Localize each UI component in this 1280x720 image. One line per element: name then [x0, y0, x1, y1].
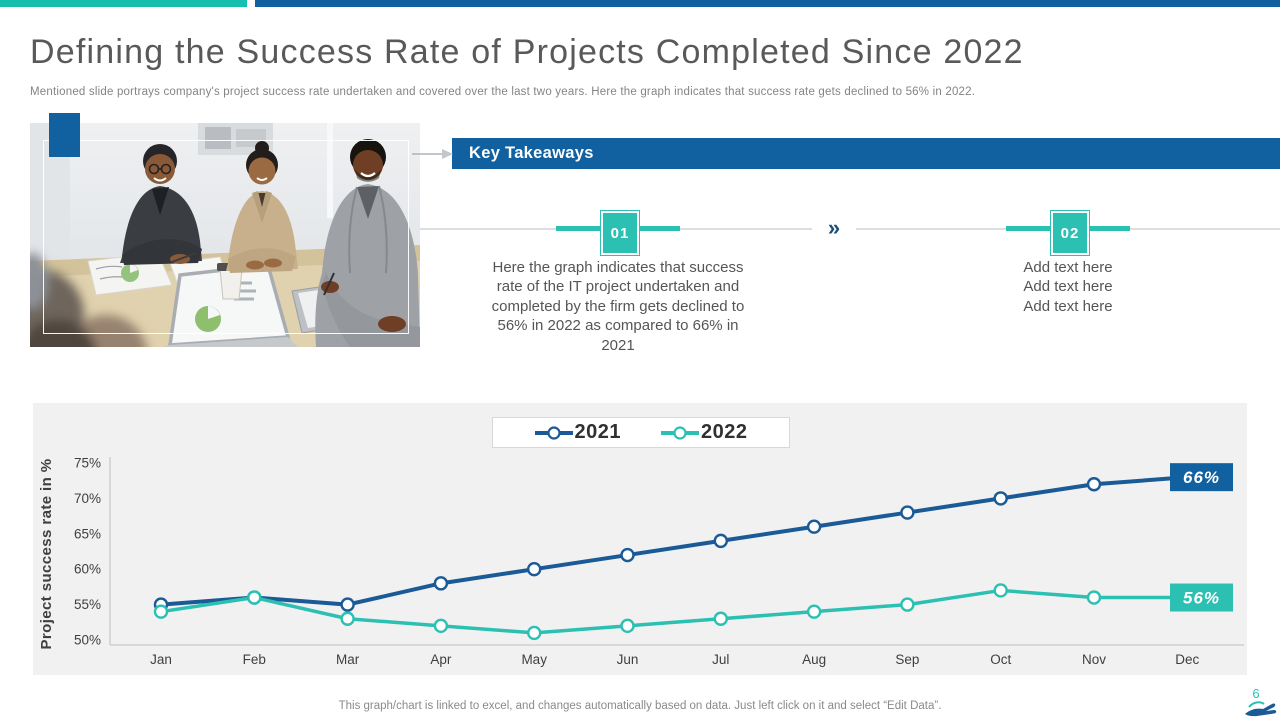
- svg-text:Oct: Oct: [990, 652, 1011, 667]
- svg-text:56%: 56%: [1183, 589, 1220, 608]
- person-right: [315, 139, 420, 347]
- footer-note: This graph/chart is linked to excel, and…: [338, 700, 942, 712]
- key-takeaways-label: Key Takeaways: [469, 144, 594, 162]
- team-meeting-photo: [30, 123, 420, 347]
- svg-text:60%: 60%: [74, 562, 101, 577]
- svg-text:Aug: Aug: [802, 652, 826, 667]
- legend-entry-2022: 2022: [661, 421, 748, 444]
- brand-logo-hand-icon: [1245, 701, 1277, 717]
- svg-text:55%: 55%: [74, 597, 101, 612]
- svg-text:75%: 75%: [74, 456, 101, 471]
- y-axis-title: Project success rate in %: [38, 458, 55, 650]
- takeaway-01-text: Here the graph indicates that success ra…: [491, 259, 745, 354]
- x-axis-tick-labels: Jan Feb Mar Apr May Jun Jul Aug Sep Oct Nov Dec: [150, 652, 1199, 667]
- takeaway-02-text-placeholder[interactable]: Add text here Add text here Add text her…: [1023, 259, 1113, 315]
- chart-end-value-labels: 66% 56%: [1170, 463, 1233, 612]
- svg-text:Jun: Jun: [617, 652, 639, 667]
- person-center: [226, 141, 298, 273]
- svg-text:Dec: Dec: [1175, 652, 1199, 667]
- svg-text:66%: 66%: [1183, 468, 1220, 487]
- svg-text:Jul: Jul: [712, 652, 729, 667]
- chart-series-lines: [160, 475, 1188, 635]
- legend-label-2022: 2022: [701, 421, 748, 443]
- chart-legend: 2021 2022: [492, 417, 790, 448]
- takeaway-badge-01: 01: [601, 211, 639, 255]
- takeaway-badge-02: 02: [1051, 211, 1089, 255]
- slide-title: Defining the Success Rate of Projects Co…: [30, 33, 1024, 71]
- slide-subtitle: Mentioned slide portrays company's proje…: [30, 86, 976, 98]
- photo-accent-square: [49, 113, 80, 157]
- legend-entry-2021: 2021: [534, 421, 622, 444]
- svg-text:Feb: Feb: [243, 652, 266, 667]
- svg-text:Nov: Nov: [1082, 652, 1106, 667]
- key-takeaways-banner: Key Takeaways: [452, 138, 1280, 169]
- svg-text:Apr: Apr: [430, 652, 452, 667]
- legend-marker-2021-icon: [534, 425, 573, 440]
- legend-marker-2022-icon: [661, 425, 699, 440]
- page-number: 6: [1252, 686, 1260, 701]
- svg-text:Mar: Mar: [336, 652, 360, 667]
- y-axis-tick-labels: 50% 55% 60% 65% 70% 75%: [74, 456, 101, 648]
- person-left: [120, 144, 202, 265]
- svg-text:Sep: Sep: [895, 652, 919, 667]
- svg-text:70%: 70%: [74, 491, 101, 506]
- svg-text:May: May: [521, 652, 547, 667]
- success-rate-line-chart[interactable]: 50% 55% 60% 65% 70% 75% Jan Feb Mar Apr May Jun Jul…: [33, 403, 1247, 675]
- chart-axes: [109, 457, 1244, 646]
- legend-label-2021: 2021: [574, 421, 621, 443]
- top-accent-bar-blue: [255, 0, 1280, 7]
- double-chevron-icon: »: [812, 215, 856, 241]
- success-rate-chart-panel[interactable]: 2021 2022 Project success rate in % 50% 5…: [33, 403, 1247, 675]
- svg-text:50%: 50%: [74, 633, 101, 648]
- top-accent-bar-teal: [0, 0, 247, 7]
- svg-text:Jan: Jan: [150, 652, 172, 667]
- connector-arrow-icon: [412, 149, 453, 159]
- svg-text:65%: 65%: [74, 526, 101, 541]
- chart-data-markers: [153, 477, 1102, 641]
